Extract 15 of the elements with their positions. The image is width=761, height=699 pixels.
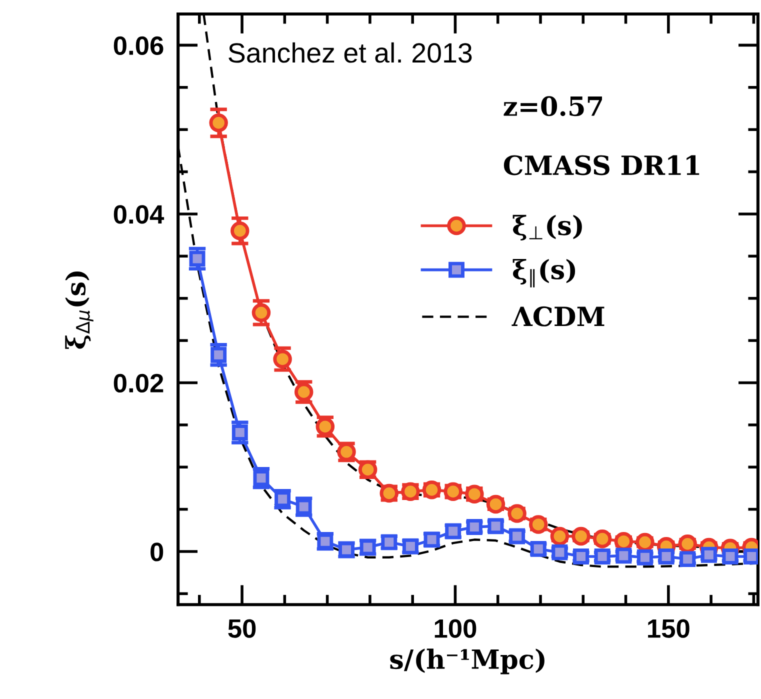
legend-label: ΛCDM xyxy=(512,306,604,326)
y-tick-label: 0.06 xyxy=(114,36,164,56)
x-tick-label: 100 xyxy=(434,619,476,638)
annotation: CMASS DR11 xyxy=(504,155,700,176)
legend-label: ξ$_{∥}$(s) xyxy=(512,258,576,288)
y-tick-label: 0.02 xyxy=(114,374,164,393)
x-axis-title: s/(h⁻¹Mpc) xyxy=(390,648,544,674)
x-tick-label: 50 xyxy=(228,619,256,638)
y-axis-title: ξ$_{Δμ}$(s) xyxy=(65,272,94,349)
x-tick-label: 150 xyxy=(648,619,690,638)
y-tick-label: 0 xyxy=(150,542,164,562)
y-tick-label: 0.04 xyxy=(114,205,164,224)
legend-label: ξ$_{⊥}$(s) xyxy=(512,214,582,240)
annotation: Sanchez et al. 2013 xyxy=(228,42,472,63)
annotation: z=0.57 xyxy=(504,96,602,116)
